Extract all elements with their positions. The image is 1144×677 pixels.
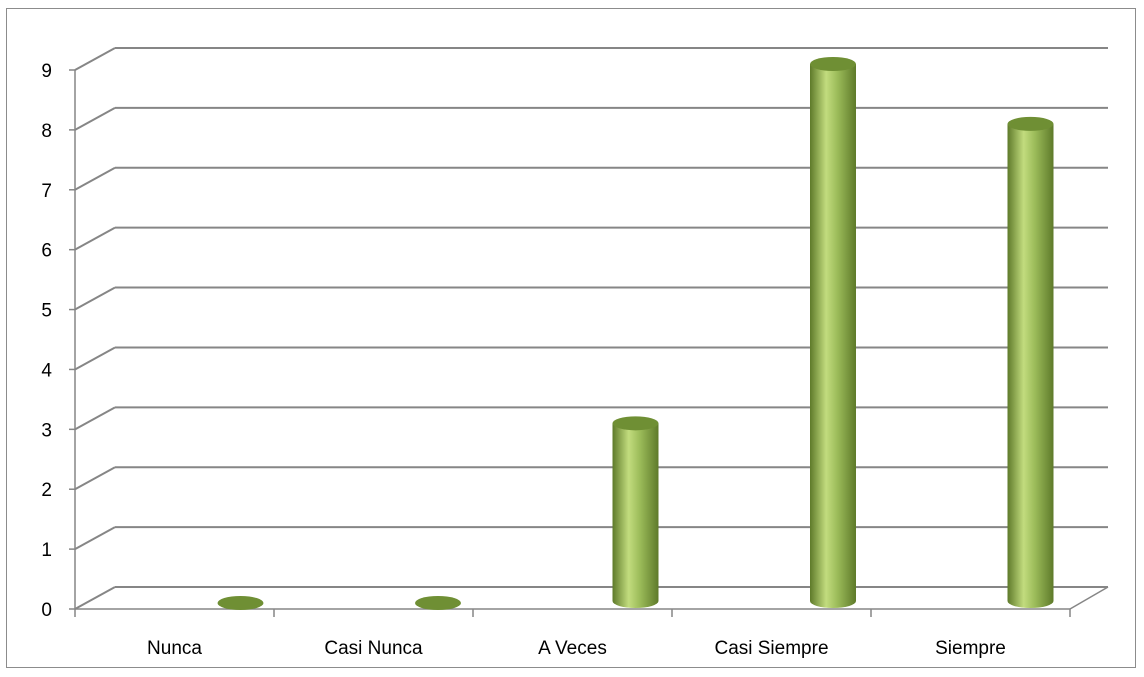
x-tick-label: A Veces [538,638,607,659]
bar [612,416,659,608]
bar [1007,116,1054,608]
x-tick-label: Siempre [935,638,1006,659]
gridline-side [74,406,116,431]
bar-body [1007,123,1054,608]
bar-top [612,416,659,431]
y-tick-label: 4 [41,360,52,381]
bar [810,57,856,608]
gridline-side [74,47,116,71]
bars [217,57,1054,610]
y-tick-label: 0 [41,600,52,621]
gridline-side [74,286,116,311]
gridline-side [74,166,116,191]
bar-body [810,64,856,608]
gridline-side [74,526,116,550]
y-tick-label: 2 [41,480,52,501]
gridline-side [74,226,116,251]
x-tick-label: Nunca [147,638,202,659]
floor-edge [1069,586,1109,610]
bar [415,596,461,610]
y-tick-label: 9 [41,61,52,82]
labels: 0 1 2 3 4 5 6 7 8 9 Nunca Casi Nunca A Veces Casi Sie… [41,61,1005,659]
y-tick-label: 1 [41,540,52,561]
y-tick-label: 3 [41,420,52,441]
x-tick-label: Casi Siempre [714,638,828,659]
bar-top [810,57,856,71]
gridline-side [74,586,116,610]
y-tick-label: 5 [41,301,52,322]
bar [217,596,264,610]
gridline-side [74,466,116,491]
gridlines [74,47,1109,610]
y-tick-label: 8 [41,121,52,142]
bar-top [217,596,264,610]
axes [69,69,1071,617]
chart-frame [6,8,1136,668]
y-tick-label: 7 [41,181,52,202]
y-tick-label: 6 [41,241,52,262]
bar-body [612,423,659,608]
gridline-side [74,346,116,371]
x-tick-label: Casi Nunca [324,638,423,659]
bar-top [415,596,461,610]
gridline-side [74,107,116,131]
bar-top [1007,116,1054,131]
